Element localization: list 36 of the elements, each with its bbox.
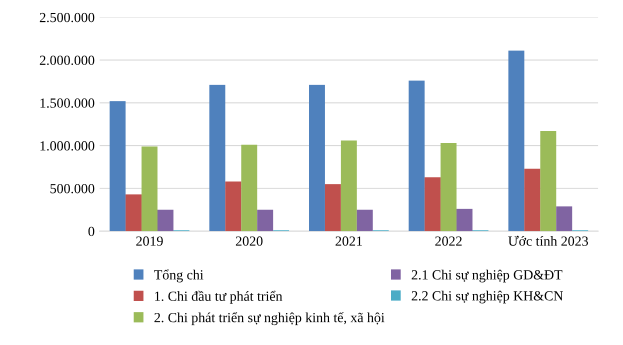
bar xyxy=(440,143,457,232)
bar xyxy=(340,140,357,232)
bar xyxy=(142,146,158,232)
bar xyxy=(110,101,126,232)
y-tick-label: 2.000.000 xyxy=(40,56,94,66)
x-tick-label: 2022 xyxy=(435,236,462,246)
legend-label: 2. Chi phát triển sự nghiệp kinh tế, xã hội xyxy=(154,312,384,326)
bar xyxy=(126,194,142,232)
x-tick-label: 2019 xyxy=(136,236,163,246)
bar xyxy=(356,210,373,232)
bar xyxy=(324,184,341,232)
bar xyxy=(508,50,524,232)
legend-label: 2.2 Chi sự nghiệp KH&CN xyxy=(412,290,564,304)
bar xyxy=(157,210,174,232)
bar xyxy=(257,210,274,232)
x-tick-label: 2020 xyxy=(236,236,263,246)
bar xyxy=(540,131,556,232)
y-tick-label: 0 xyxy=(88,226,94,236)
bar xyxy=(556,206,572,232)
bar xyxy=(456,208,472,232)
x-tick-label: Ước tính 2023 xyxy=(508,236,588,246)
x-tick-label: 2021 xyxy=(336,236,362,246)
legend-label: Tổng chi xyxy=(154,269,204,282)
bar xyxy=(524,168,540,232)
bar xyxy=(241,144,258,232)
bar xyxy=(408,80,425,232)
y-tick-label: 1.000.000 xyxy=(40,141,94,151)
y-tick-label: 500.000 xyxy=(50,184,94,194)
bar xyxy=(209,84,226,232)
y-tick-label: 2.500.000 xyxy=(40,12,94,22)
bar xyxy=(309,84,325,232)
legend-label: 1. Chi đầu tư phát triển xyxy=(155,290,282,304)
y-tick-label: 1.500.000 xyxy=(40,98,94,108)
bar xyxy=(225,182,242,232)
bar xyxy=(424,177,441,232)
legend-label: 2.1 Chi sự nghiệp GD&ĐT xyxy=(412,270,562,282)
